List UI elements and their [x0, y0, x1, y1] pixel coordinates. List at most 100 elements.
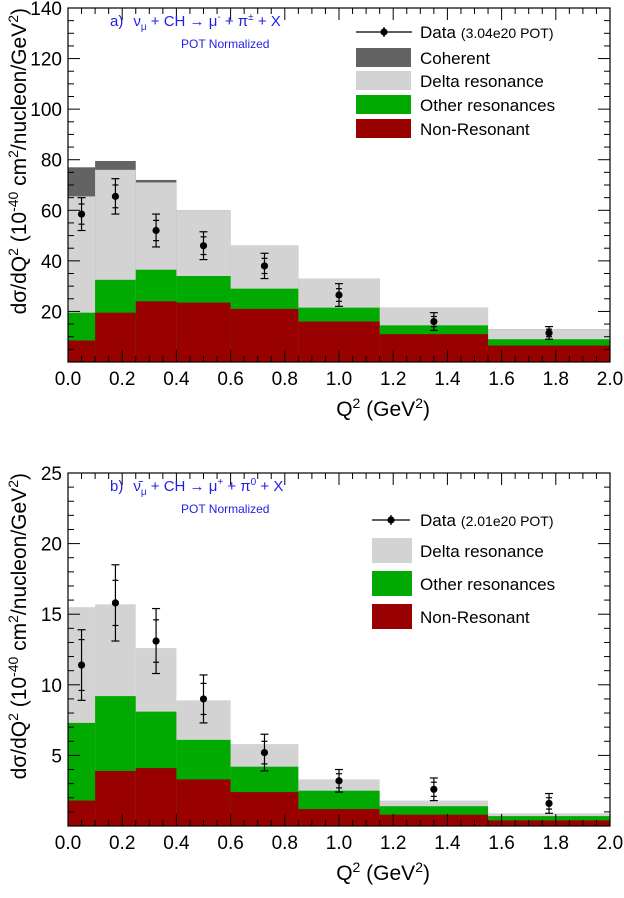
panel-a-x-tick-labels: 0.0 0.2 0.4 0.6 0.8 1.0 1.2 1.4 1.6 1.8 2.0	[55, 369, 623, 390]
x-tick-label: 0.8	[272, 369, 298, 390]
x-tick-label: 1.0	[326, 369, 352, 390]
y-tick-label: 100	[30, 100, 62, 121]
y-tick-label: 20	[41, 302, 62, 323]
legend-swatch-nonres	[356, 119, 411, 138]
panel-b-normalization-label: POT Normalized	[181, 502, 269, 516]
bar-non-resonant-bin-1	[95, 312, 136, 362]
x-tick-label: 1.8	[543, 833, 569, 854]
panel-b-y-tick-labels: 5 10 15 20 25	[41, 464, 62, 767]
legend-item-coherent: Coherent	[356, 48, 490, 68]
y-tick-label: 10	[41, 676, 62, 697]
legend-swatch-delta	[372, 538, 412, 563]
data-point-1	[111, 564, 120, 642]
legend-swatch-other	[356, 95, 411, 114]
legend-swatch-nonres	[372, 604, 412, 629]
panel-a: 0.0 0.2 0.4 0.6 0.8 1.0 1.2 1.4 1.6 1.8 2.0 20 40 60…	[5, 0, 623, 421]
x-tick-label: 0.6	[217, 369, 243, 390]
x-tick-label: 2.0	[597, 369, 623, 390]
legend-label-data: Data (3.04e20 POT)	[420, 23, 554, 42]
panel-a-y-axis-title: dσ/dQ2 (10-40 cm2/nucleon/GeV2)	[5, 8, 31, 314]
data-point-2	[152, 607, 161, 675]
y-tick-label: 40	[41, 252, 62, 273]
data-point-3	[199, 674, 208, 724]
legend-swatch-delta	[356, 71, 411, 90]
panel-a-legend: Data (3.04e20 POT) Coherent Delta resonan…	[356, 23, 555, 139]
data-point-4	[260, 733, 269, 772]
legend-marker-data	[380, 28, 388, 36]
legend-label-nonres: Non-Resonant	[420, 120, 530, 139]
x-tick-label: 0.6	[217, 833, 243, 854]
panel-b-data-points	[77, 564, 554, 814]
x-tick-label: 1.2	[380, 369, 406, 390]
panel-b-x-tick-labels: 0.0 0.2 0.4 0.6 0.8 1.0 1.2 1.4 1.6 1.8 2.0	[55, 833, 623, 854]
bar-non-resonant-bin-3	[176, 302, 231, 362]
x-tick-label: 0.4	[163, 833, 190, 854]
panel-b-bars	[68, 604, 610, 826]
data-point-1	[111, 178, 120, 215]
y-tick-label: 25	[41, 464, 62, 485]
y-tick-label: 20	[41, 535, 62, 556]
legend-label-coherent: Coherent	[420, 49, 490, 68]
data-point-7	[545, 326, 554, 340]
legend-label-data: Data (2.01e20 POT)	[420, 511, 554, 530]
x-tick-label: 1.0	[326, 833, 352, 854]
bar-non-resonant-bin-1	[95, 770, 136, 826]
y-tick-label: 140	[30, 0, 62, 20]
y-tick-label: 60	[41, 201, 62, 222]
y-tick-label: 15	[41, 605, 62, 626]
panel-a-annotation: a) νμ + CH → μ- + π± + X	[110, 12, 281, 33]
data-point-2	[152, 213, 161, 248]
panel-a-normalization-label: POT Normalized	[181, 37, 269, 51]
x-tick-label: 1.8	[543, 369, 569, 390]
legend-label-other: Other resonances	[420, 575, 555, 594]
bar-non-resonant-bin-4	[230, 792, 299, 826]
data-point-0	[77, 197, 86, 232]
data-point-5	[335, 283, 343, 307]
legend-item-other: Other resonances	[372, 571, 555, 596]
panel-b-x-axis-title: Q2 (GeV2)	[336, 859, 430, 885]
panel-b: 0.0 0.2 0.4 0.6 0.8 1.0 1.2 1.4 1.6 1.8 2.0 5 10 15 2…	[5, 464, 623, 885]
legend-label-nonres: Non-Resonant	[420, 608, 530, 627]
legend-item-nonres: Non-Resonant	[372, 604, 530, 629]
panel-a-data-points	[77, 178, 554, 340]
bar-non-resonant-bin-7	[488, 345, 610, 362]
data-point-3	[199, 231, 208, 261]
legend-item-data: Data (2.01e20 POT)	[372, 511, 554, 530]
y-tick-label: 80	[41, 151, 62, 172]
x-tick-label: 1.6	[488, 369, 514, 390]
bar-non-resonant-bin-4	[230, 308, 299, 362]
legend-marker-data	[387, 516, 395, 524]
legend-item-nonres: Non-Resonant	[356, 119, 530, 139]
bar-non-resonant-bin-2	[135, 301, 177, 362]
x-tick-label: 1.2	[380, 833, 406, 854]
bar-non-resonant-bin-0	[68, 340, 96, 362]
panel-a-axes	[67, 7, 611, 363]
data-point-5	[335, 768, 343, 793]
legend-label-delta: Delta resonance	[420, 542, 544, 561]
x-tick-label: 2.0	[597, 833, 623, 854]
bar-non-resonant-bin-2	[135, 768, 177, 826]
legend-swatch-coherent	[356, 48, 411, 67]
x-tick-label: 1.4	[434, 833, 461, 854]
x-tick-label: 0.4	[163, 369, 190, 390]
x-tick-label: 0.0	[55, 369, 81, 390]
data-point-4	[260, 252, 269, 280]
legend-label-other: Other resonances	[420, 96, 555, 115]
y-tick-label: 120	[30, 50, 62, 71]
data-point-0	[77, 629, 86, 701]
data-point-6	[429, 777, 438, 802]
legend-item-delta: Delta resonance	[356, 71, 544, 91]
panel-b-y-axis-title: dσ/dQ2 (10-40 cm2/nucleon/GeV2)	[5, 473, 31, 779]
x-tick-label: 1.4	[434, 369, 461, 390]
y-tick-label: 5	[51, 746, 62, 767]
legend-item-data: Data (3.04e20 POT)	[356, 23, 554, 42]
panel-a-y-tick-labels: 20 40 60 80 100 120 140	[30, 0, 62, 323]
data-point-6	[429, 312, 438, 331]
x-tick-label: 0.8	[272, 833, 298, 854]
legend-item-delta: Delta resonance	[372, 538, 544, 563]
panel-b-legend: Data (2.01e20 POT) Delta resonance Other …	[372, 511, 555, 629]
bar-non-resonant-bin-3	[176, 779, 231, 826]
legend-label-delta: Delta resonance	[420, 72, 544, 91]
legend-item-other: Other resonances	[356, 95, 555, 115]
